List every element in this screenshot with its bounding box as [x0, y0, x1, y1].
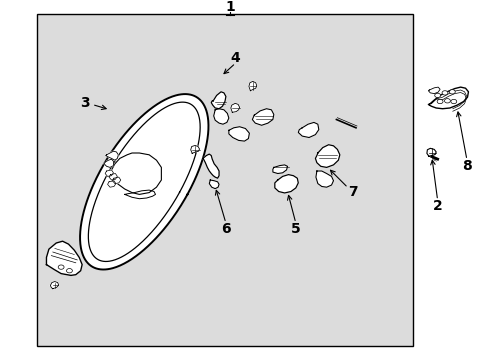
Polygon shape	[315, 145, 339, 167]
Polygon shape	[105, 151, 118, 160]
Text: 1: 1	[224, 0, 234, 14]
Circle shape	[434, 93, 440, 98]
Polygon shape	[203, 154, 219, 178]
Polygon shape	[112, 177, 121, 184]
Polygon shape	[104, 159, 113, 167]
Text: 4: 4	[230, 51, 240, 64]
Circle shape	[66, 269, 72, 273]
Polygon shape	[50, 282, 59, 289]
Text: 2: 2	[432, 199, 442, 213]
Polygon shape	[272, 165, 287, 174]
Polygon shape	[427, 87, 468, 109]
Text: 5: 5	[290, 222, 300, 235]
Circle shape	[58, 265, 64, 269]
Polygon shape	[211, 92, 225, 109]
Polygon shape	[213, 109, 228, 124]
Polygon shape	[228, 127, 249, 141]
Polygon shape	[252, 109, 273, 125]
Polygon shape	[190, 145, 199, 153]
Polygon shape	[124, 190, 155, 199]
Polygon shape	[274, 175, 298, 193]
Polygon shape	[427, 87, 439, 94]
Text: 8: 8	[461, 159, 471, 172]
Polygon shape	[426, 148, 435, 156]
Text: 7: 7	[347, 185, 357, 198]
Polygon shape	[107, 181, 116, 187]
Polygon shape	[315, 171, 333, 187]
Bar	[37, 14, 412, 346]
Polygon shape	[105, 170, 113, 176]
Polygon shape	[248, 81, 256, 91]
Circle shape	[448, 90, 454, 94]
Circle shape	[441, 91, 447, 95]
Polygon shape	[80, 94, 208, 270]
Circle shape	[444, 99, 449, 103]
Circle shape	[436, 99, 442, 104]
Text: 3: 3	[80, 96, 89, 109]
Polygon shape	[230, 103, 239, 112]
Text: 6: 6	[221, 222, 230, 235]
Polygon shape	[110, 153, 161, 194]
Polygon shape	[298, 122, 318, 138]
Polygon shape	[46, 241, 82, 275]
Polygon shape	[209, 180, 219, 189]
Circle shape	[450, 99, 456, 104]
Polygon shape	[109, 174, 117, 180]
